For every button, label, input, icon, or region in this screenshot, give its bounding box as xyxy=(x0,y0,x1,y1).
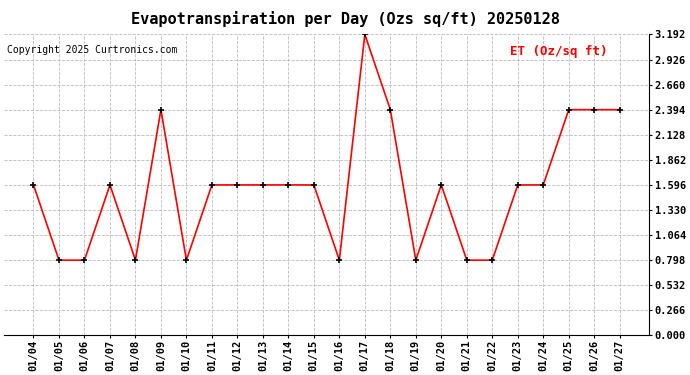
Text: ET (Oz/sq ft): ET (Oz/sq ft) xyxy=(510,45,607,58)
Text: Copyright 2025 Curtronics.com: Copyright 2025 Curtronics.com xyxy=(7,45,177,55)
Text: Evapotranspiration per Day (Ozs sq/ft) 20250128: Evapotranspiration per Day (Ozs sq/ft) 2… xyxy=(130,11,560,27)
